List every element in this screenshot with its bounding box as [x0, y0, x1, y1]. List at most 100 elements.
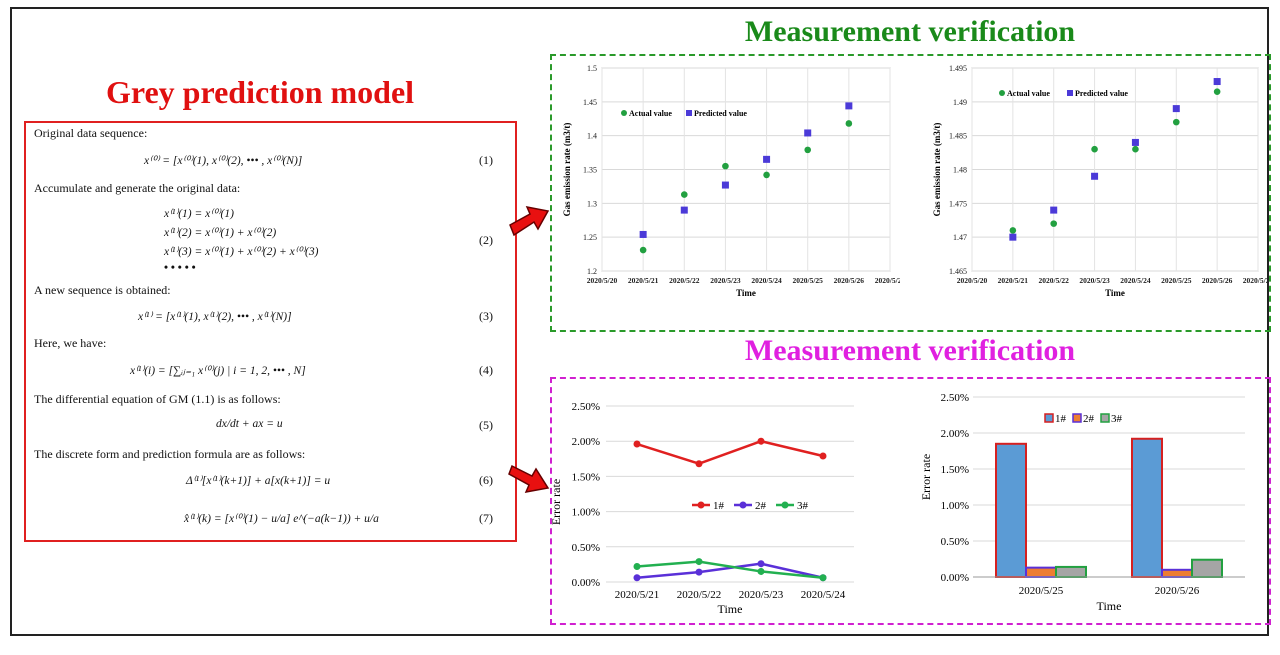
equation-number-5: (5) [479, 418, 493, 432]
scatter-chart-1: 1.2 1.25 1.3 1.35 1.4 1.45 1.5 2020/5/20 2020/5/… [562, 64, 900, 298]
legend-label: Actual value [1007, 89, 1050, 98]
legend-label: 1# [713, 500, 725, 512]
data-point-predicted [1131, 138, 1139, 146]
legend-marker [697, 501, 705, 509]
label-new-sequence: A new sequence is obtained: [34, 283, 171, 297]
data-point-predicted [1213, 78, 1221, 86]
y-tick-label: 1.50% [572, 471, 600, 483]
legend-marker-predicted [686, 110, 692, 116]
data-point-actual [639, 246, 647, 254]
series-line [636, 562, 824, 580]
legend-label: 2# [1083, 413, 1095, 425]
scatter-chart-2: 1.465 1.47 1.475 1.48 1.485 1.49 1.495 2020/5/2… [932, 64, 1267, 298]
y-tick-label: 2.50% [941, 392, 969, 404]
data-point [633, 563, 641, 571]
x-axis-label: Time [1097, 599, 1122, 613]
y-tick-label: 1.485 [949, 132, 967, 141]
y-tick-label: 1.495 [949, 64, 967, 73]
x-tick-label: 2020/5/27 [1243, 276, 1267, 285]
bar [1161, 568, 1193, 579]
x-tick-label: 2020/5/23 [1079, 276, 1110, 285]
x-tick-label: 2020/5/24 [751, 276, 782, 285]
x-tick-label: 2020/5/26 [834, 276, 865, 285]
x-tick-label: 2020/5/23 [739, 589, 784, 601]
y-axis-label: Error rate [549, 479, 563, 525]
equation-7: x̂⁽¹⁾(k) = [x⁽⁰⁾(1) − u/a] e^(−a(k−1)) +… [184, 513, 379, 525]
x-axis-label: Time [718, 602, 743, 616]
y-tick-label: 1.2 [587, 267, 597, 276]
data-point-actual [1172, 118, 1180, 126]
equation-2c: x⁽¹⁾(3) = x⁽⁰⁾(1) + x⁽⁰⁾(2) + x⁽⁰⁾(3) [164, 246, 319, 258]
legend-marker-actual [999, 90, 1005, 96]
equation-6: Δ⁽¹⁾[x⁽¹⁾(k+1)] + a[x(k+1)] = u [186, 475, 331, 487]
label-original-sequence: Original data sequence: [34, 126, 148, 140]
equation-1: x⁽⁰⁾ = [x⁽⁰⁾(1), x⁽⁰⁾(2), ••• , x⁽⁰⁾(N)] [144, 155, 303, 167]
y-tick-label: 1.49 [953, 98, 967, 107]
data-point-actual [845, 120, 853, 127]
x-tick-label: 2020/5/21 [998, 276, 1029, 285]
data-point-actual [804, 146, 812, 154]
x-tick-label: 2020/5/26 [1202, 276, 1233, 285]
y-tick-label: 1.45 [583, 98, 597, 107]
y-tick-label: 1.3 [587, 199, 597, 208]
equation-number-6: (6) [479, 473, 493, 487]
y-tick-label: 1.47 [953, 233, 967, 242]
data-point-predicted [680, 206, 688, 214]
label-accumulate: Accumulate and generate the original dat… [34, 181, 241, 195]
data-point [633, 440, 641, 448]
data-point [633, 574, 641, 582]
equation-number-3: (3) [479, 309, 493, 323]
equation-2b: x⁽¹⁾(2) = x⁽⁰⁾(1) + x⁽⁰⁾(2) [164, 227, 277, 239]
legend-marker [1100, 413, 1110, 423]
verification-panel-bottom [550, 377, 1271, 625]
label-discrete: The discrete form and prediction formula… [34, 447, 306, 461]
y-axis-label: Error rate [919, 454, 933, 500]
y-tick-label: 1.00% [572, 507, 600, 519]
bar [1025, 566, 1057, 578]
equation-3: x⁽¹⁾ = [x⁽¹⁾(1), x⁽¹⁾(2), ••• , x⁽¹⁾(N)] [138, 311, 292, 323]
data-point-actual [1091, 145, 1098, 153]
x-tick-label: 2020/5/25 [1019, 585, 1064, 597]
legend-marker [781, 501, 789, 509]
outer-frame [10, 7, 1269, 636]
x-tick-label: 2020/5/21 [628, 276, 659, 285]
verification-title-top: Measurement verification [744, 15, 1076, 48]
x-tick-label: 2020/5/26 [1155, 585, 1200, 597]
series-line [636, 560, 824, 580]
y-tick-label: 2.00% [941, 428, 969, 440]
bar [1131, 437, 1163, 579]
bar [1055, 565, 1087, 578]
y-tick-label: 0.50% [572, 542, 600, 554]
legend-label: Predicted value [1075, 89, 1128, 98]
y-tick-label: 1.50% [941, 464, 969, 476]
label-differential: The differential equation of GM (1.1) is… [34, 392, 281, 406]
grey-model-title: Grey prediction model [105, 74, 415, 110]
legend-marker [1072, 413, 1082, 423]
data-point-actual [1132, 145, 1139, 153]
legend-marker [739, 501, 747, 509]
line-chart-error: 0.00% 0.50% 1.00% 1.50% 2.00% 2.50% 2020/5/21 2… [549, 401, 854, 616]
y-tick-label: 1.4 [587, 132, 597, 141]
legend-label: Predicted value [694, 109, 747, 118]
verification-panel-top [550, 54, 1271, 332]
verification-title-bottom: Measurement verification [744, 334, 1076, 367]
equation-2a: x⁽¹⁾(1) = x⁽⁰⁾(1) [164, 208, 234, 220]
x-tick-label: 2020/5/24 [801, 589, 846, 601]
x-tick-label: 2020/5/22 [669, 276, 700, 285]
x-tick-label: 2020/5/25 [793, 276, 824, 285]
data-point-predicted [845, 102, 853, 110]
data-point-predicted [1091, 172, 1099, 180]
x-tick-label: 2020/5/27 [875, 276, 900, 285]
data-point-predicted [1172, 105, 1180, 113]
x-tick-label: 2020/5/20 [587, 276, 618, 285]
x-tick-label: 2020/5/24 [1120, 276, 1151, 285]
data-point-predicted [1009, 233, 1017, 241]
x-tick-label: 2020/5/22 [1039, 276, 1070, 285]
data-point [695, 460, 703, 468]
data-point-predicted [639, 230, 647, 238]
y-tick-label: 1.35 [583, 166, 597, 175]
x-axis-label: Time [736, 288, 756, 298]
y-tick-label: 2.50% [572, 401, 600, 413]
x-tick-label: 2020/5/21 [615, 589, 660, 601]
data-point-actual [763, 171, 770, 179]
